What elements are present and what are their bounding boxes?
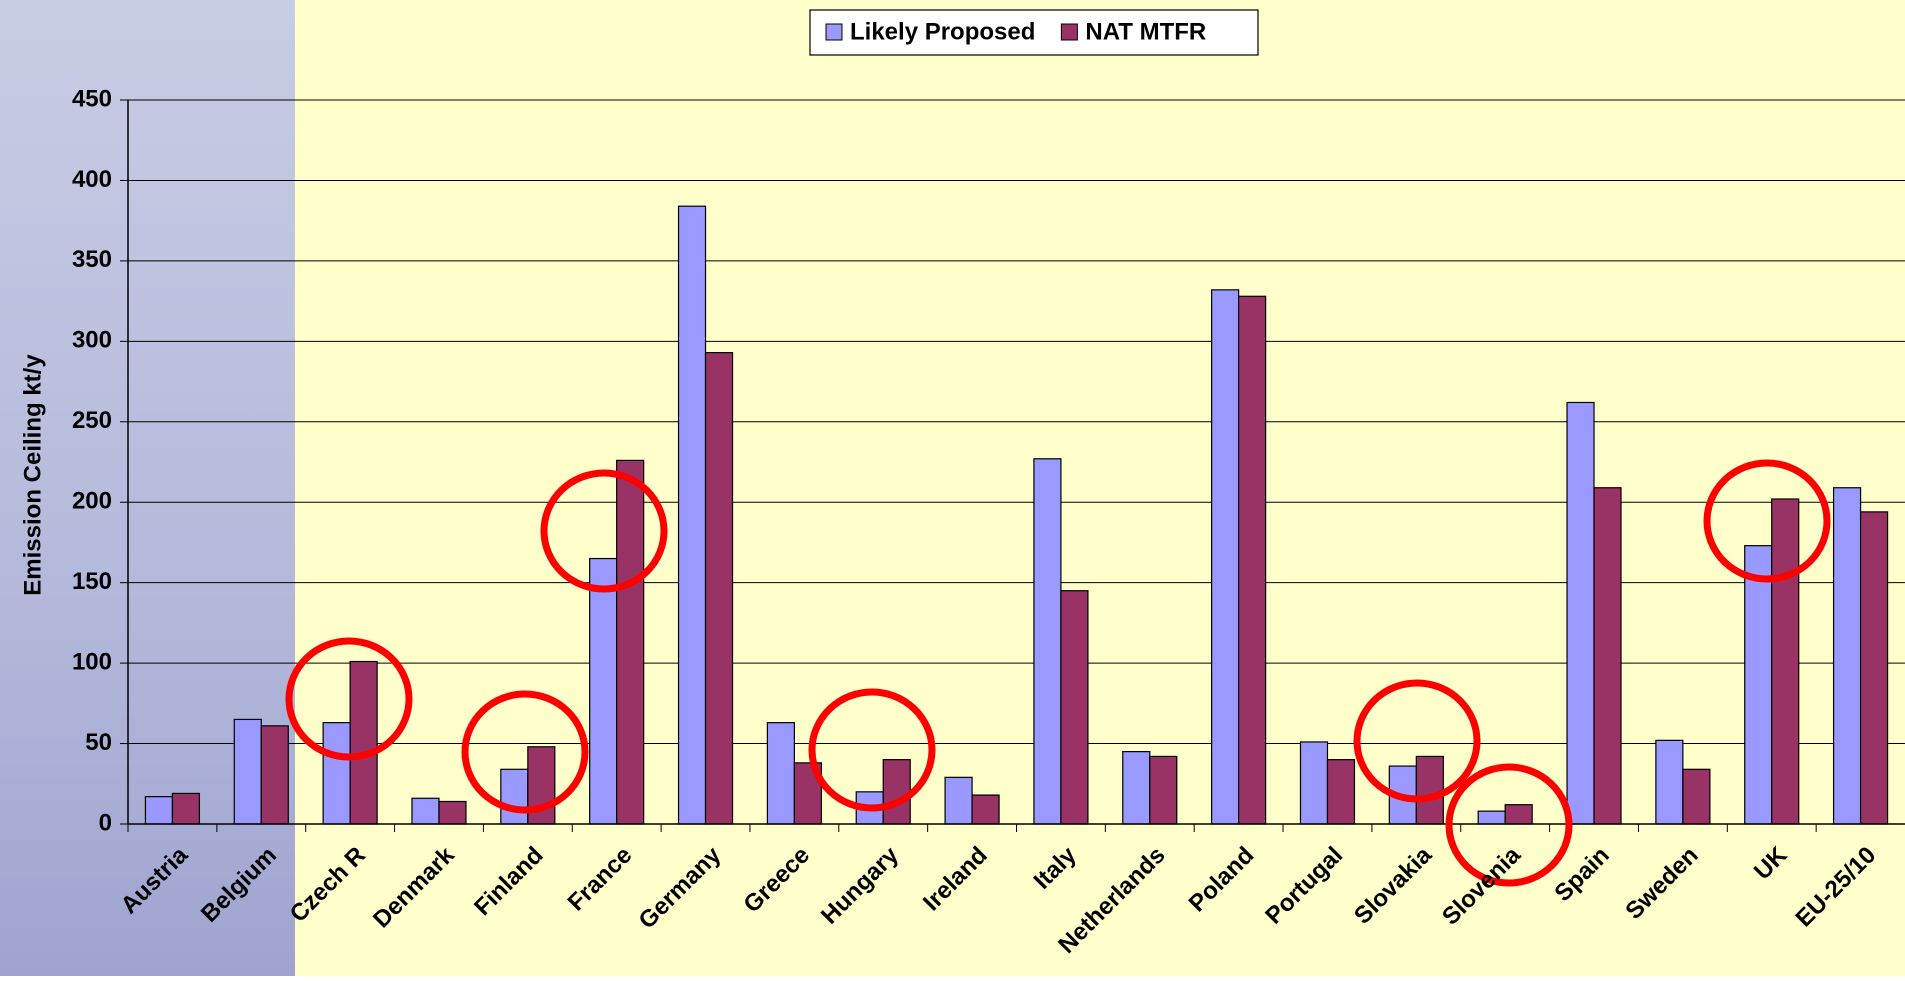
bar	[411, 797, 440, 825]
bar	[1655, 739, 1684, 825]
bar	[1566, 401, 1595, 825]
bar	[704, 351, 734, 825]
legend-label: NAT MTFR	[1085, 18, 1206, 45]
bar	[1415, 755, 1444, 825]
bar	[1504, 804, 1533, 825]
highlight-circle	[1445, 763, 1573, 887]
bar	[1060, 590, 1089, 825]
y-tick-label: 350	[72, 246, 112, 273]
bar	[616, 459, 645, 825]
bar	[1744, 545, 1773, 825]
bar	[322, 722, 351, 825]
legend-label: Likely Proposed	[850, 18, 1035, 45]
bar	[1593, 487, 1622, 825]
bar	[971, 794, 1000, 825]
highlight-circle	[1703, 459, 1831, 583]
bar	[1771, 498, 1800, 825]
y-tick-label: 450	[72, 85, 112, 112]
legend-swatch	[825, 23, 843, 41]
legend-box	[809, 9, 1259, 56]
legend-swatch	[1060, 23, 1078, 41]
bar	[1238, 295, 1267, 825]
y-tick-label: 0	[99, 809, 112, 836]
y-tick-label: 200	[72, 488, 112, 515]
bar	[944, 776, 973, 825]
highlight-circle	[461, 690, 589, 814]
bar	[1859, 511, 1889, 825]
bar	[589, 557, 618, 825]
y-tick-label: 100	[72, 648, 112, 675]
bar	[171, 792, 201, 825]
highlight-circle	[285, 637, 413, 761]
bar	[882, 759, 911, 825]
bar	[1477, 810, 1506, 825]
bar	[438, 800, 467, 825]
bar	[1122, 750, 1151, 825]
annotations	[285, 459, 1831, 887]
bar	[1326, 759, 1356, 825]
y-axis-label: Emission Ceiling kt/y	[19, 354, 46, 596]
bar	[677, 205, 707, 825]
bar	[1149, 755, 1178, 825]
bar	[1211, 289, 1240, 825]
y-tick-label: 400	[72, 166, 112, 193]
bar	[1299, 741, 1329, 825]
bar	[260, 725, 289, 825]
highlight-circle	[808, 688, 936, 812]
y-tick-label: 250	[72, 407, 112, 434]
bar	[233, 718, 262, 825]
bar	[500, 768, 529, 825]
bar	[766, 722, 795, 825]
bar	[144, 796, 174, 825]
y-tick-label: 50	[85, 729, 112, 756]
bar	[1832, 487, 1862, 825]
highlight-circle	[540, 469, 668, 593]
y-tick-label: 150	[72, 568, 112, 595]
highlight-circle	[1353, 679, 1481, 803]
y-tick-label: 300	[72, 327, 112, 354]
bar	[1033, 458, 1062, 825]
bar	[349, 660, 378, 825]
bar	[1682, 768, 1711, 825]
